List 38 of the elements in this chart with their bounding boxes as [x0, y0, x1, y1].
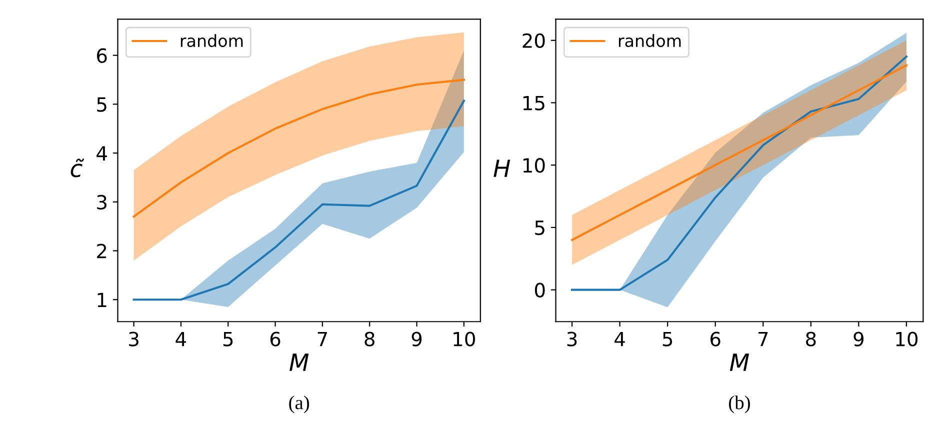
text: (b)	[728, 396, 750, 414]
x-tick-label: 5	[662, 332, 672, 346]
y-tick-label: 4	[96, 146, 107, 160]
x-tick-label: 10	[454, 332, 475, 346]
y-tick-label: 2	[97, 244, 106, 258]
y-tick-label: 5	[535, 220, 544, 236]
line-series	[132, 100, 465, 301]
x-tick-label: 7	[318, 332, 327, 346]
x-tick-label: 8	[364, 332, 374, 346]
x-tick-label: 9	[412, 332, 422, 346]
y-tick-label: 20	[522, 33, 545, 48]
text: (a)	[289, 396, 310, 414]
legend-label: random	[618, 34, 681, 48]
x-tick-label: 7	[758, 332, 768, 346]
x-tick-label: 6	[710, 332, 720, 346]
x-tick-label: 4	[614, 332, 625, 346]
line-series	[570, 64, 908, 241]
y-tick-label: 1	[98, 292, 106, 308]
y-axis-title: c̃	[70, 158, 84, 178]
y-axis-title: H	[494, 160, 510, 177]
x-tick-label: 6	[270, 332, 280, 346]
x-axis-title: M	[730, 354, 750, 371]
x-tick-label: 9	[854, 332, 864, 346]
x-tick-label: 4	[176, 332, 186, 346]
x-tick-label: 5	[223, 332, 233, 346]
y-tick-label: 10	[523, 158, 545, 173]
y-tick-label: 15	[523, 96, 544, 110]
line-series	[132, 78, 465, 218]
x-tick-label: 8	[806, 332, 816, 346]
y-tick-label: 5	[97, 97, 106, 112]
legend-label: random	[180, 34, 243, 48]
y-tick-label: 3	[97, 194, 106, 210]
y-tick-label: 6	[97, 48, 107, 63]
y-tick-label: 0	[534, 282, 545, 298]
x-tick-label: 10	[896, 332, 918, 346]
x-axis-title: M	[290, 354, 309, 371]
x-tick-label: 3	[567, 332, 577, 346]
x-tick-label: 3	[129, 332, 138, 346]
